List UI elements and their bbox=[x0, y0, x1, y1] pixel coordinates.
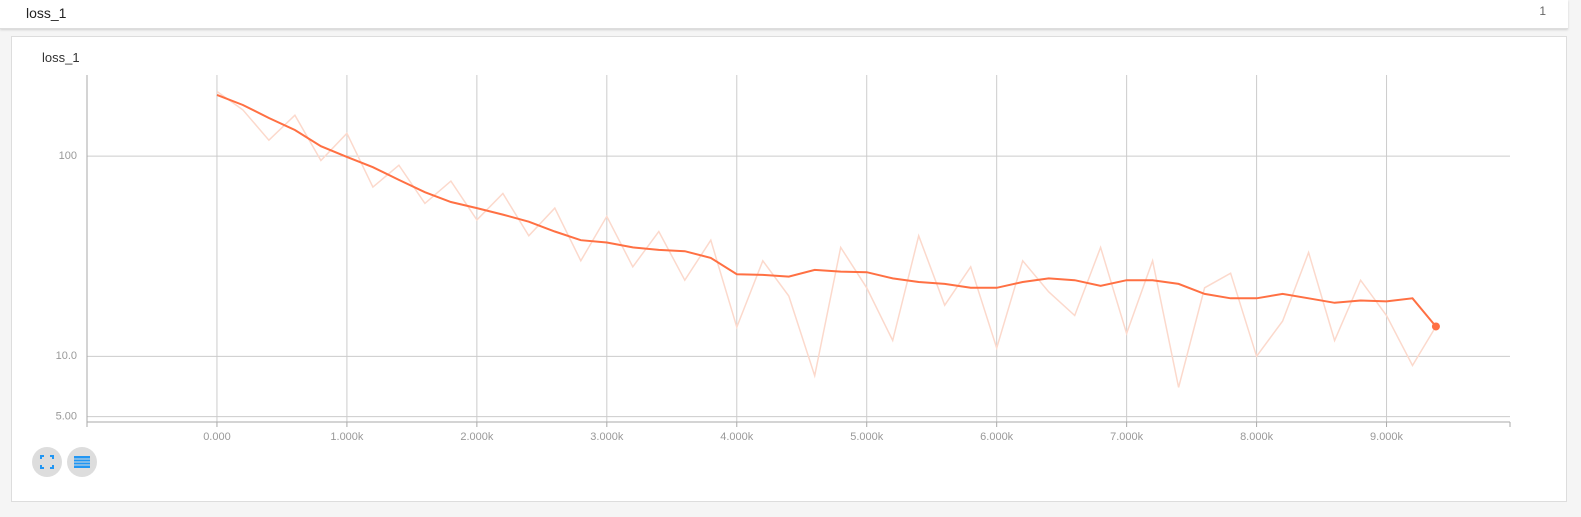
fullscreen-icon bbox=[40, 455, 54, 469]
header-title: loss_1 bbox=[26, 5, 67, 21]
run-count: 1 bbox=[1539, 4, 1546, 18]
series-line bbox=[216, 93, 1437, 328]
chart-card: loss_1 bbox=[11, 36, 1567, 502]
x-tick-label: 0.000 bbox=[203, 431, 231, 443]
end-point bbox=[1431, 322, 1440, 331]
x-tick-label: 9.000k bbox=[1370, 431, 1404, 443]
y-tick-label: 100 bbox=[59, 150, 77, 162]
x-tick-label: 4.000k bbox=[720, 431, 754, 443]
x-tick-label: 1.000k bbox=[330, 431, 364, 443]
x-tick-label: 7.000k bbox=[1110, 431, 1144, 443]
data-button[interactable] bbox=[67, 447, 97, 477]
series-line bbox=[216, 90, 1437, 388]
x-tick-label: 2.000k bbox=[460, 431, 494, 443]
header: loss_1 1 bbox=[0, 0, 1568, 29]
x-tick-label: 5.000k bbox=[850, 431, 884, 443]
x-tick-label: 8.000k bbox=[1240, 431, 1274, 443]
data-icon bbox=[74, 456, 90, 468]
y-tick-label: 10.0 bbox=[56, 350, 77, 362]
x-tick-label: 3.000k bbox=[590, 431, 624, 443]
fullscreen-button[interactable] bbox=[32, 447, 62, 477]
y-tick-label: 5.00 bbox=[56, 411, 77, 423]
x-tick-label: 6.000k bbox=[980, 431, 1014, 443]
chart-title: loss_1 bbox=[42, 50, 80, 65]
